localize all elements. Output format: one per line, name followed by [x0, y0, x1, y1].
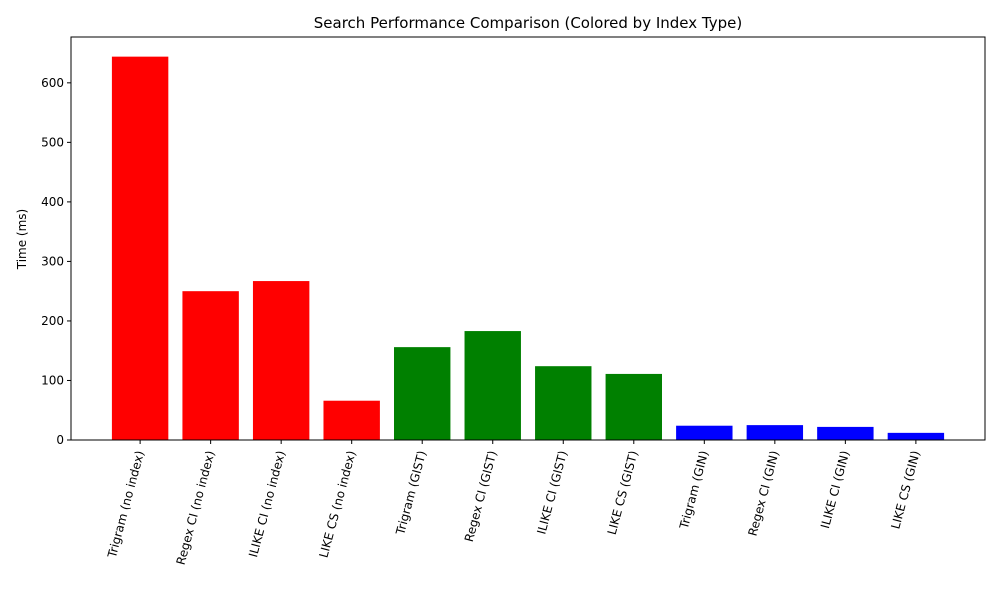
y-tick-label: 0	[56, 433, 64, 447]
x-tick-label: LIKE CS (GIN)	[888, 449, 922, 530]
plot-frame	[70, 36, 986, 441]
x-tick-label: LIKE CS (no index)	[317, 449, 359, 559]
y-tick-label: 300	[41, 254, 64, 268]
bar	[746, 425, 804, 440]
y-tick-label: 500	[41, 135, 64, 149]
x-tick-label: Regex CI (GIN)	[745, 449, 781, 537]
bar	[676, 425, 733, 440]
y-tick-label: 100	[41, 373, 64, 387]
y-axis-label: Time (ms)	[15, 209, 29, 271]
x-tick-label: Trigram (no index)	[105, 449, 147, 560]
bar	[323, 400, 380, 440]
x-tick-label: LIKE CS (GIST)	[605, 449, 641, 536]
y-tick-label: 400	[41, 195, 64, 209]
bar	[535, 366, 592, 440]
bar	[817, 426, 874, 440]
chart-title: Search Performance Comparison (Colored b…	[314, 14, 742, 32]
x-tick-label: Regex CI (no index)	[174, 449, 218, 566]
x-tick-label: ILIKE CI (no index)	[246, 449, 288, 559]
x-tick-label: ILIKE CI (GIN)	[818, 449, 852, 530]
bar	[464, 331, 521, 440]
bar	[111, 56, 169, 441]
x-tick-label: Trigram (GIN)	[677, 449, 712, 531]
x-tick-label: ILIKE CI (GIST)	[534, 449, 570, 536]
bar	[182, 291, 239, 440]
bar	[252, 281, 310, 440]
y-tick-label: 600	[41, 76, 64, 90]
bar	[394, 347, 451, 440]
bar	[887, 432, 945, 440]
y-tick-label: 200	[41, 314, 64, 328]
x-tick-label: Trigram (GIST)	[393, 449, 429, 537]
x-tick-label: Regex CI (GIST)	[462, 449, 500, 543]
bar	[605, 373, 662, 440]
